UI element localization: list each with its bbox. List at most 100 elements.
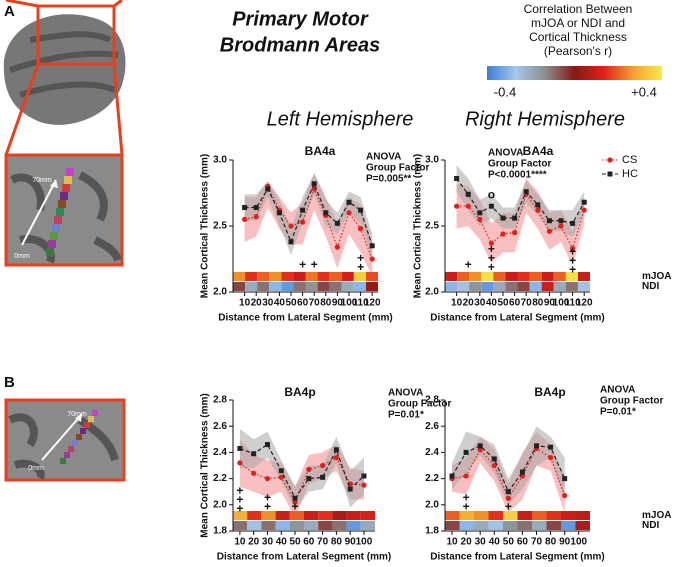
correlation-cell bbox=[469, 272, 482, 281]
x-tick-label: 30 bbox=[474, 298, 486, 309]
annotation: ANOVA bbox=[388, 388, 423, 399]
significance-marker: o bbox=[488, 188, 495, 202]
correlation-cell bbox=[532, 521, 547, 530]
brain-illustration-a bbox=[3, 0, 126, 267]
correlation-cell bbox=[546, 511, 561, 520]
point bbox=[300, 219, 306, 225]
y-tick-label: 2.0 bbox=[425, 499, 439, 510]
colorbar-tick-label: +0.4 bbox=[631, 84, 657, 99]
correlation-cell bbox=[293, 272, 306, 281]
correlation-cell bbox=[457, 282, 470, 291]
y-tick-label: 1.8 bbox=[425, 526, 439, 537]
correlation-cell bbox=[304, 521, 319, 530]
significance-marker: + bbox=[505, 500, 512, 514]
strip-label: mJOA bbox=[642, 271, 671, 282]
panel-label: B bbox=[4, 374, 15, 391]
x-tick-label: 50 bbox=[285, 298, 297, 309]
correlation-cell bbox=[317, 282, 330, 291]
significance-marker: + bbox=[299, 258, 306, 272]
x-tick-label: 70 bbox=[309, 298, 321, 309]
y-tick-label: 2.6 bbox=[425, 421, 439, 432]
correlation-cell bbox=[529, 282, 542, 291]
correlation-cell bbox=[445, 521, 460, 530]
x-tick-label: 80 bbox=[532, 298, 544, 309]
confidence-band bbox=[239, 428, 364, 511]
point bbox=[333, 455, 339, 461]
point bbox=[505, 489, 511, 495]
correlation-cell bbox=[365, 282, 378, 291]
correlation-cell bbox=[481, 272, 494, 281]
x-tick-label: 100 bbox=[570, 537, 587, 548]
point bbox=[333, 447, 339, 453]
point bbox=[306, 476, 312, 482]
correlation-cell bbox=[269, 282, 282, 291]
x-tick-label: 120 bbox=[364, 298, 381, 309]
significance-marker: + + bbox=[357, 251, 364, 274]
correlation-cell bbox=[488, 521, 503, 530]
point bbox=[311, 181, 317, 187]
correlation-cell bbox=[365, 272, 378, 281]
point bbox=[519, 469, 525, 475]
point bbox=[570, 245, 576, 252]
correlation-cell bbox=[341, 282, 354, 291]
annotation: Group Factor bbox=[600, 396, 663, 407]
correlation-cell bbox=[341, 272, 354, 281]
annotation: ANOVA bbox=[488, 148, 523, 159]
x-tick-label: 80 bbox=[331, 537, 343, 548]
correlation-cell bbox=[561, 511, 576, 520]
correlation-cell bbox=[493, 282, 506, 291]
correlation-cell bbox=[245, 282, 258, 291]
correlation-cell bbox=[517, 521, 532, 530]
point bbox=[237, 460, 243, 466]
x-tick-label: 20 bbox=[463, 298, 475, 309]
y-tick-label: 3.0 bbox=[213, 155, 227, 166]
correlation-cell bbox=[318, 521, 333, 530]
significance-marker: + bbox=[311, 258, 318, 272]
point bbox=[477, 210, 483, 216]
annotation: P=0.005** bbox=[366, 174, 411, 185]
colorbar bbox=[487, 66, 662, 80]
x-tick-label: 40 bbox=[276, 537, 288, 548]
point bbox=[242, 216, 248, 222]
point bbox=[570, 220, 576, 226]
point bbox=[278, 468, 284, 474]
x-tick-label: 60 bbox=[517, 537, 529, 548]
y-axis-label: Mean Cortical Thickness (mm) bbox=[413, 154, 424, 298]
point bbox=[512, 215, 518, 221]
point bbox=[292, 499, 298, 505]
y-tick-label: 3.0 bbox=[425, 155, 439, 166]
x-tick-label: 50 bbox=[503, 537, 515, 548]
correlation-cell bbox=[257, 272, 270, 281]
point bbox=[488, 240, 494, 246]
point bbox=[276, 210, 282, 216]
x-axis-label: Distance from Lateral Segment (mm) bbox=[217, 552, 392, 563]
point bbox=[547, 455, 554, 461]
significance-marker: + + + bbox=[488, 242, 495, 274]
y-tick-label: 2.6 bbox=[213, 421, 227, 432]
annotation: P=0.01* bbox=[388, 410, 424, 421]
correlation-cell bbox=[269, 272, 282, 281]
x-tick-label: 10 bbox=[451, 298, 463, 309]
correlation-cell bbox=[289, 511, 304, 520]
hemisphere-label: Right Hemisphere bbox=[465, 108, 625, 130]
correlation-cell bbox=[474, 521, 489, 530]
point bbox=[535, 207, 541, 213]
strip-label: NDI bbox=[642, 281, 659, 292]
correlation-cell bbox=[541, 282, 554, 291]
y-tick-label: 2.5 bbox=[425, 221, 439, 232]
point bbox=[454, 203, 460, 209]
point bbox=[463, 473, 469, 479]
correlation-cell bbox=[575, 521, 590, 530]
chart-title: BA4p bbox=[534, 385, 565, 399]
point bbox=[548, 444, 554, 450]
x-tick-label: 10 bbox=[239, 298, 251, 309]
correlation-cell bbox=[503, 521, 518, 530]
correlation-cell bbox=[257, 282, 270, 291]
chart-title: BA4a bbox=[523, 144, 554, 158]
colorbar-title: Correlation Between bbox=[524, 2, 633, 16]
significance-marker: + + bbox=[264, 490, 271, 513]
legend-label: CS bbox=[622, 154, 637, 166]
correlation-cell bbox=[289, 521, 304, 530]
